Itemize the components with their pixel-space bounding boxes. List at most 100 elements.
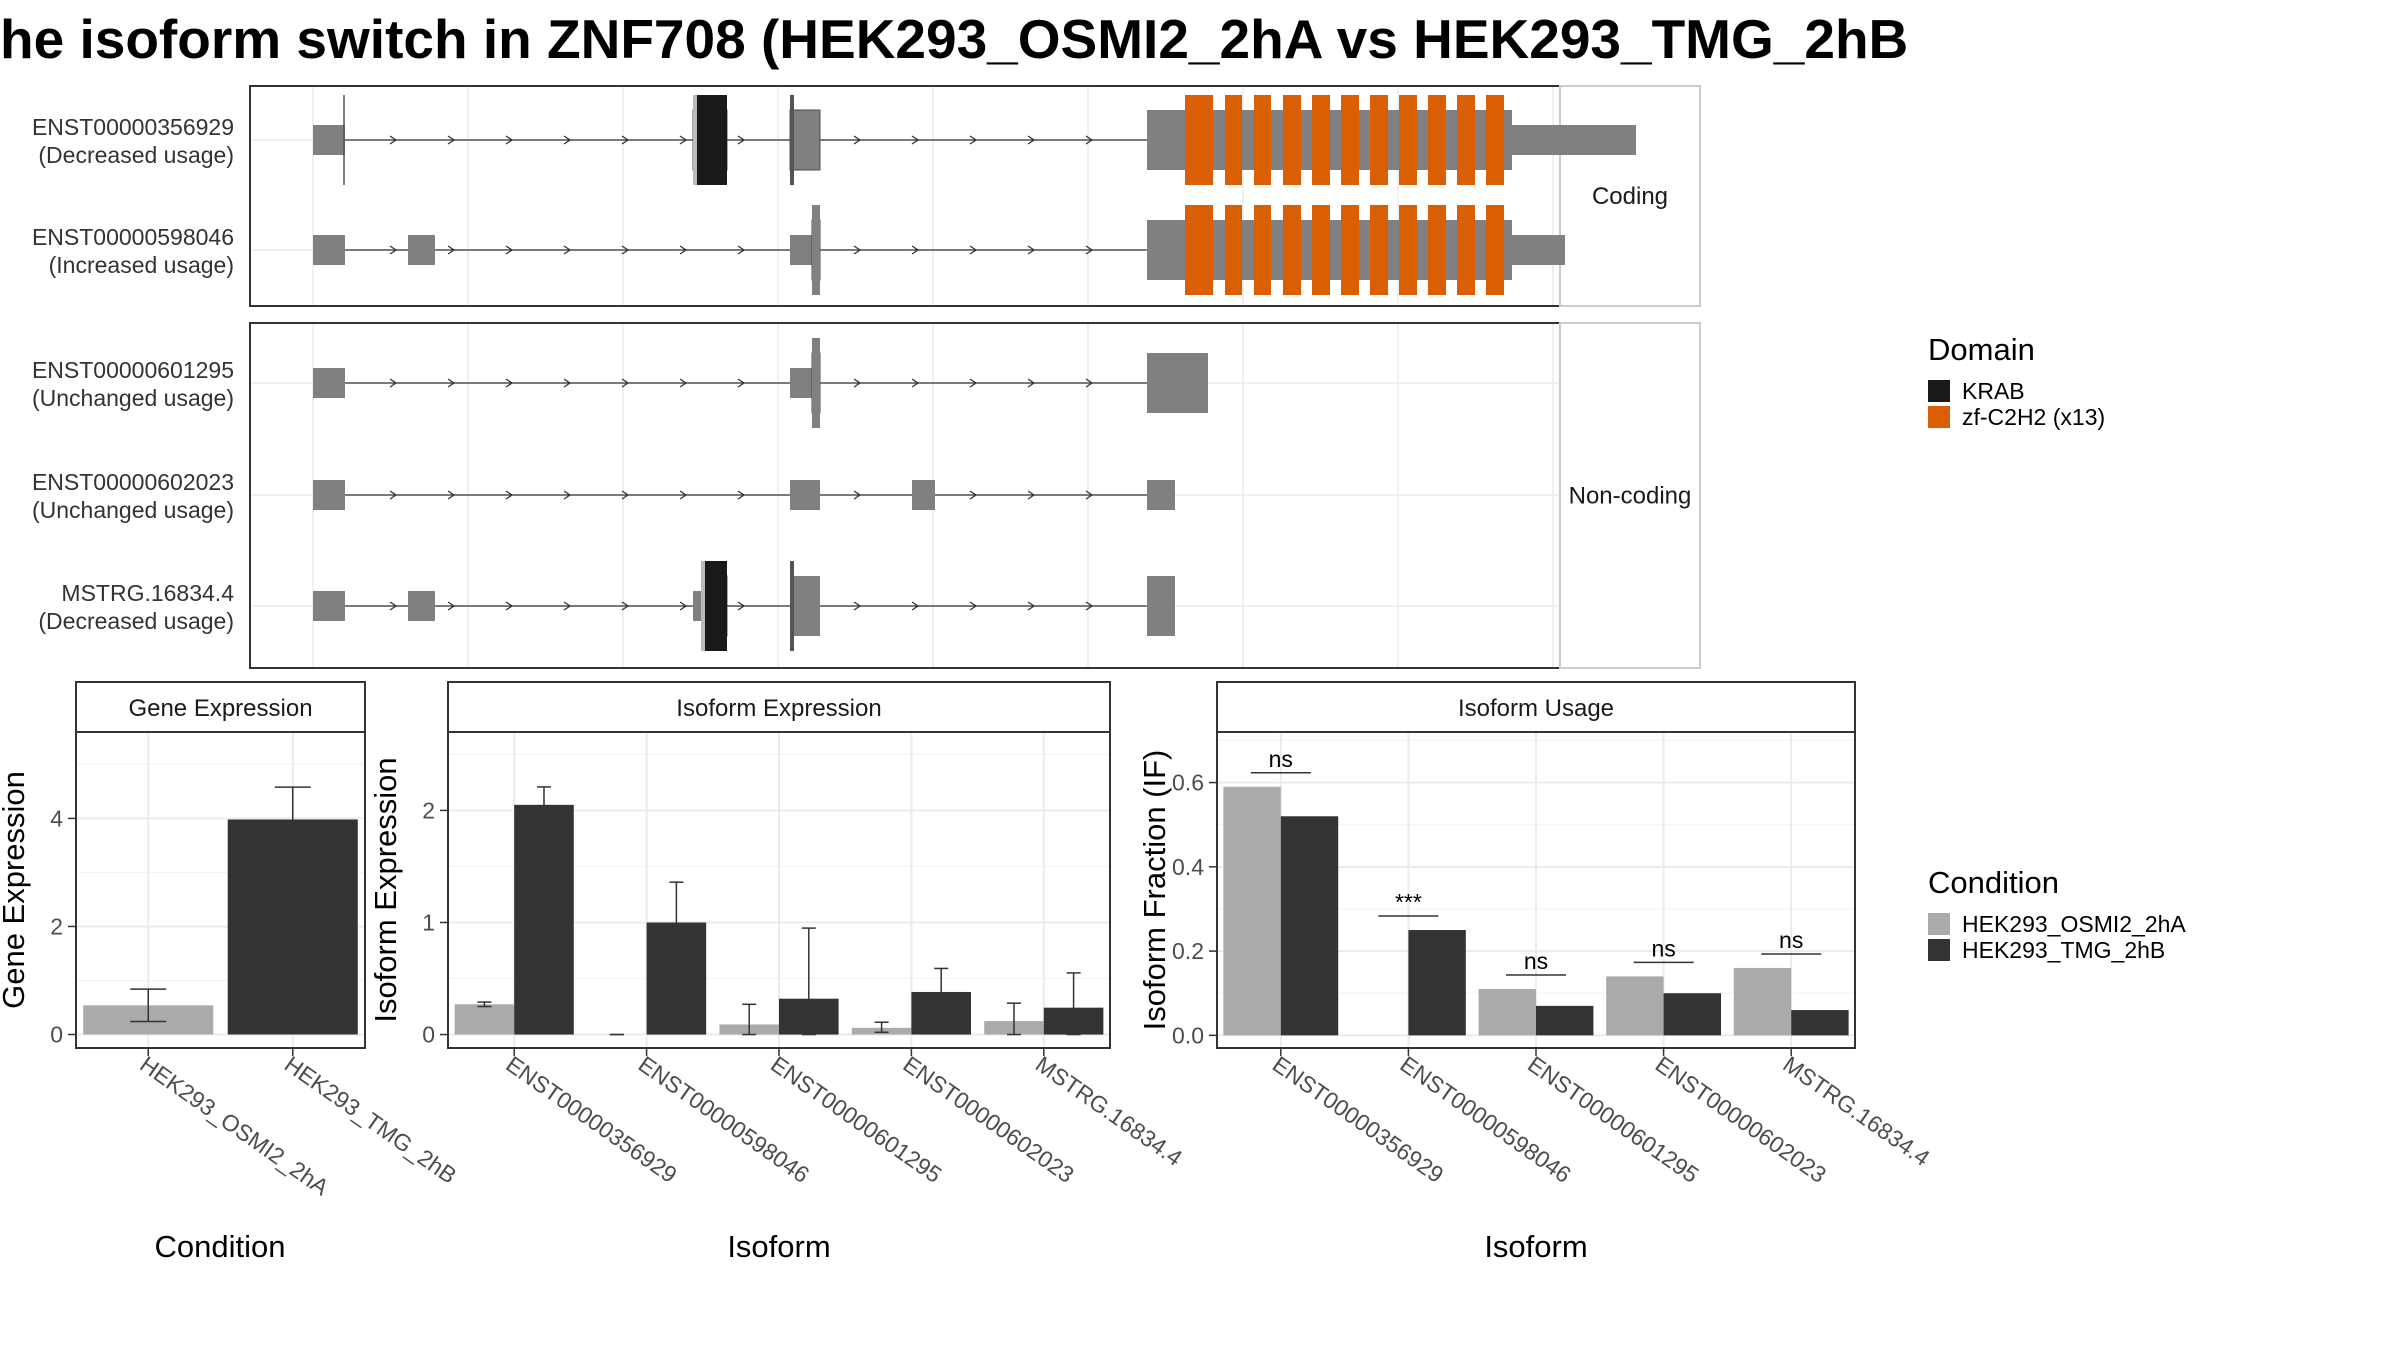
krab-domain <box>705 561 727 651</box>
zf-c2h2-domain <box>1370 205 1388 295</box>
y-tick-label: 0 <box>422 1022 435 1048</box>
coding-exon-start <box>812 338 820 428</box>
bar <box>227 819 358 1035</box>
zf-c2h2-domain <box>1341 205 1359 295</box>
significance-label: ns <box>1651 935 1675 961</box>
strand-arrow <box>563 601 572 611</box>
panel-title: Gene Expression <box>128 695 312 722</box>
strand-arrow <box>911 378 920 388</box>
strand-arrow <box>969 378 978 388</box>
strand-arrow <box>911 601 920 611</box>
x-axis-title: Condition <box>155 1229 286 1264</box>
strand-arrow <box>621 490 630 500</box>
strand-arrow <box>853 135 862 145</box>
facet-strip-label: Coding <box>1592 183 1668 210</box>
transcript-row: MSTRG.16834.4(Decreased usage) <box>38 561 1175 651</box>
strand-arrow <box>505 601 514 611</box>
strand-arrow <box>679 378 688 388</box>
bar-panel-2: Isoform Expression012ENST00000356929ENST… <box>368 681 1187 1264</box>
strand-arrow <box>389 490 398 500</box>
condition-legend-key <box>1928 913 1950 935</box>
zf-c2h2-domain <box>1486 95 1504 185</box>
transcript-row: ENST00000598046(Increased usage) <box>32 205 1565 295</box>
transcript-row: ENST00000601295(Unchanged usage) <box>32 338 1208 428</box>
zf-c2h2-domain <box>1225 95 1242 185</box>
zf-c2h2-domain <box>1457 205 1475 295</box>
condition-legend-title: Condition <box>1928 865 2059 900</box>
y-tick-label: 0 <box>50 1021 63 1047</box>
zf-c2h2-domain <box>1185 95 1195 185</box>
zf-c2h2-domain <box>1195 95 1213 185</box>
bar <box>1536 1005 1594 1036</box>
exon <box>313 368 345 398</box>
strand-arrow <box>969 601 978 611</box>
exon <box>1147 480 1175 510</box>
bar <box>1408 930 1466 1036</box>
strand-arrow <box>1085 135 1094 145</box>
strand-arrow <box>1085 490 1094 500</box>
y-axis-title: Isoform Expression <box>368 757 403 1022</box>
exon <box>313 480 345 510</box>
facet-strip-label: Non-coding <box>1569 483 1692 510</box>
strand-arrow <box>621 135 630 145</box>
zf-c2h2-domain <box>1399 205 1417 295</box>
y-tick-label: 0.4 <box>1172 854 1204 880</box>
transcript-id-label: ENST00000602023 <box>32 469 234 495</box>
coding-exon <box>789 109 821 171</box>
strand-arrow <box>737 378 746 388</box>
condition-legend-label: HEK293_TMG_2hB <box>1962 937 2165 963</box>
isoform-structure-panel: CodingNon-codingENST00000356929(Decrease… <box>32 85 1701 669</box>
strand-arrow <box>1027 601 1036 611</box>
zf-c2h2-domain <box>1370 95 1388 185</box>
domain-legend-key <box>1928 406 1950 428</box>
transcript-row: ENST00000602023(Unchanged usage) <box>32 469 1175 523</box>
strand-arrow <box>447 135 456 145</box>
exon <box>790 480 820 510</box>
strand-arrow <box>1027 135 1036 145</box>
strand-arrow <box>911 245 920 255</box>
cds-boundary <box>790 561 794 651</box>
strand-arrow <box>853 601 862 611</box>
y-tick-label: 4 <box>50 805 63 831</box>
figure-title: he isoform switch in ZNF708 (HEK293_OSMI… <box>0 8 1908 70</box>
strand-arrow <box>621 245 630 255</box>
transcript-usage-label: (Decreased usage) <box>38 608 234 634</box>
strand-arrow <box>737 601 746 611</box>
strand-arrow <box>911 135 920 145</box>
zf-c2h2-domain <box>1254 95 1271 185</box>
exon <box>790 576 820 636</box>
exon <box>912 480 935 510</box>
y-tick-label: 2 <box>422 797 435 823</box>
zf-c2h2-domain <box>1399 95 1417 185</box>
strand-arrow <box>853 245 862 255</box>
zf-c2h2-domain <box>1195 205 1213 295</box>
zf-c2h2-domain <box>1254 205 1271 295</box>
significance-label: ns <box>1524 948 1548 974</box>
zf-c2h2-domain <box>1283 205 1301 295</box>
y-tick-label: 0.0 <box>1172 1022 1204 1048</box>
exon <box>1147 110 1400 170</box>
panel-title: Isoform Expression <box>676 695 881 722</box>
strand-arrow <box>389 245 398 255</box>
exon <box>1147 353 1208 413</box>
zf-c2h2-domain <box>1486 205 1504 295</box>
y-tick-label: 0.2 <box>1172 938 1204 964</box>
strand-arrow <box>1027 378 1036 388</box>
strand-arrow <box>389 135 398 145</box>
strand-arrow <box>563 378 572 388</box>
exon <box>313 591 345 621</box>
strand-arrow <box>679 135 688 145</box>
bar <box>1791 1010 1849 1036</box>
exon <box>313 235 345 265</box>
strand-arrow <box>969 135 978 145</box>
bar <box>1223 786 1281 1036</box>
exon <box>1512 125 1636 155</box>
exon <box>1147 576 1175 636</box>
transcript-usage-label: (Unchanged usage) <box>32 497 234 523</box>
transcript-usage-label: (Increased usage) <box>49 252 234 278</box>
zf-c2h2-domain <box>1283 95 1301 185</box>
domain-legend-key <box>1928 380 1950 402</box>
domain-legend-title: Domain <box>1928 332 2035 367</box>
